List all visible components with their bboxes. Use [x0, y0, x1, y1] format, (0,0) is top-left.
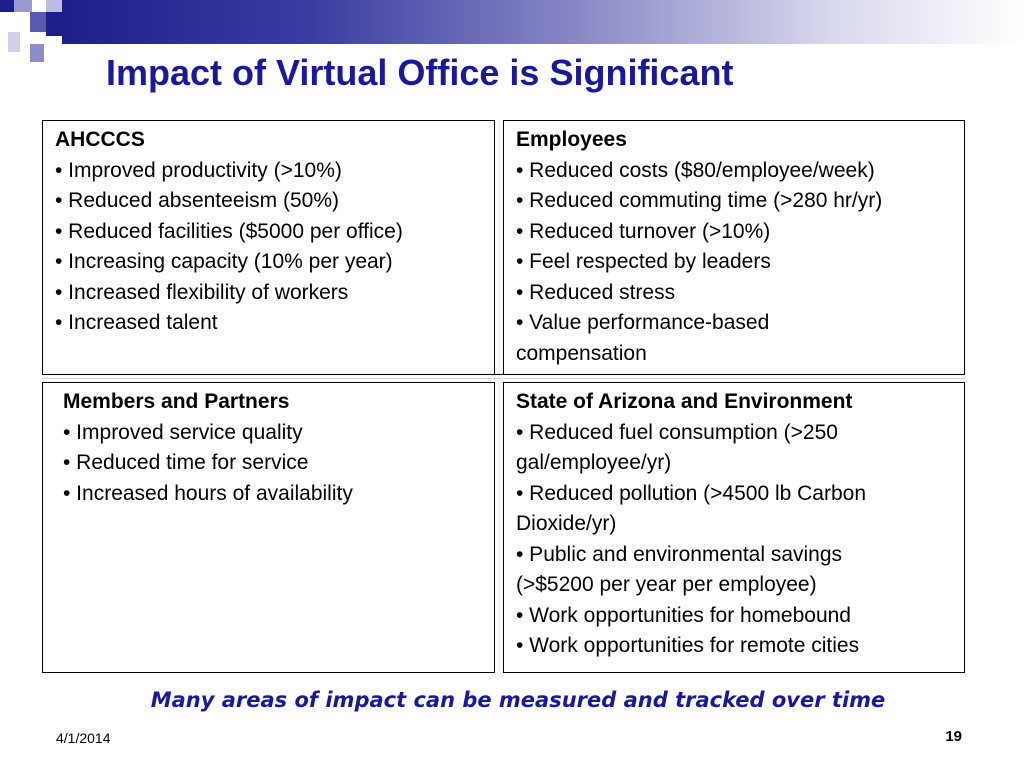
list-item: • Reduced costs ($80/employee/week) — [516, 158, 875, 182]
list-item: gal/employee/yr) — [516, 451, 672, 474]
quadrant-members-partners: Members and Partners • Improved service … — [42, 382, 495, 673]
header-square-9 — [30, 44, 44, 62]
list-item: • Reduced fuel consumption (>250 — [516, 420, 838, 444]
quadrant-employees: Employees • Reduced costs ($80/employee/… — [503, 120, 965, 375]
list-item: • Reduced stress — [516, 280, 676, 304]
list-item: • Work opportunities for remote cities — [516, 634, 860, 657]
list-item: • Reduced commuting time (>280 hr/yr) — [516, 189, 883, 212]
header-square-4 — [46, 0, 62, 12]
slide-date: 4/1/2014 — [56, 730, 111, 746]
quadrant-ahcccs: AHCCCS • Improved productivity (>10%) • … — [42, 120, 495, 375]
list-item: compensation — [516, 341, 647, 365]
list-item: • Reduced facilities ($5000 per office) — [55, 219, 403, 243]
header-square-5 — [16, 12, 30, 32]
header-square-6 — [30, 12, 46, 32]
list-item: • Work opportunities for homebound — [516, 603, 851, 627]
list-item: Dioxide/yr) — [516, 512, 617, 535]
list-item: • Improved service quality — [63, 420, 303, 444]
list-item: (>$5200 per year per employee) — [516, 573, 817, 596]
quadrant-heading: Employees — [516, 128, 627, 151]
quadrant-heading: Members and Partners — [63, 390, 290, 413]
header-square-7 — [46, 12, 62, 36]
footer-note: Many areas of impact can be measured and… — [150, 688, 886, 712]
list-item: • Increased flexibility of workers — [55, 280, 349, 304]
list-item: • Improved productivity (>10%) — [55, 158, 342, 182]
list-item: • Reduced turnover (>10%) — [516, 219, 771, 243]
list-item: • Increasing capacity (10% per year) — [55, 250, 393, 273]
list-item: • Public and environmental savings — [516, 542, 843, 566]
list-item: • Value performance-based — [516, 311, 770, 334]
header-square-8 — [8, 32, 20, 52]
quadrant-arizona-environment: State of Arizona and Environment • Reduc… — [503, 382, 965, 673]
list-item: • Increased hours of availability — [63, 481, 353, 505]
quadrant-heading: State of Arizona and Environment — [516, 390, 853, 413]
header-square-2 — [14, 0, 32, 12]
slide-title: Impact of Virtual Office is Significant — [106, 52, 734, 93]
header-gradient-bar — [62, 0, 1024, 44]
page-number: 19 — [945, 728, 962, 745]
list-item: • Reduced time for service — [63, 451, 309, 474]
list-item: • Feel respected by leaders — [516, 250, 771, 273]
header-square-3 — [32, 0, 46, 12]
quadrant-heading: AHCCCS — [55, 128, 145, 151]
header-square-1 — [0, 0, 14, 12]
list-item: • Increased talent — [55, 311, 218, 334]
list-item: • Reduced pollution (>4500 lb Carbon — [516, 481, 867, 505]
list-item: • Reduced absenteeism (50%) — [55, 189, 340, 212]
